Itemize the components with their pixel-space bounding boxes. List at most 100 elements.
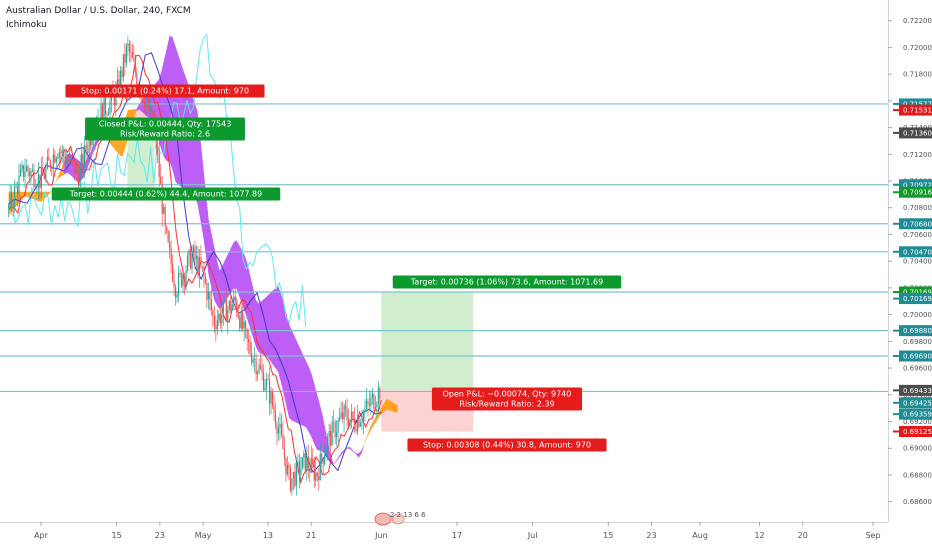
time-tick-label: Sep [865, 531, 880, 540]
candle-body [252, 359, 254, 363]
candle-body [265, 379, 268, 388]
candle-body [274, 412, 277, 425]
time-tick-label: Jun [374, 531, 388, 540]
candle-body [325, 449, 327, 456]
candle-body [207, 292, 209, 300]
candle-body [328, 431, 330, 437]
candle-body [346, 409, 348, 421]
candle-body [283, 448, 286, 458]
candle-body [330, 431, 332, 446]
candle-body [215, 325, 217, 330]
candle-body [75, 165, 77, 174]
candle-body [310, 458, 312, 473]
candle-body [106, 114, 108, 116]
candle-body [301, 457, 303, 470]
candle-body [28, 171, 31, 177]
candle-body [219, 313, 221, 324]
candle-body [212, 310, 214, 316]
first-pnl-label-text: Risk/Reward Ratio: 2.6 [120, 130, 210, 139]
candle-body [282, 434, 284, 449]
price-badge-label: 0.70680 [903, 220, 932, 228]
candle-body [46, 157, 48, 168]
candle-body [39, 174, 41, 189]
time-axis[interactable]: Apr 15 23 May 13 21 Jun 17 Jul 15 23 Aug 12 20 Sep [0, 522, 888, 540]
price-badge [899, 98, 932, 110]
current-target-label-text: Target: 0.00736 (1.06%) 73.6, Amount: 10… [410, 278, 603, 287]
event-flag-icon [374, 512, 392, 526]
time-tick-label: Jul [527, 531, 538, 540]
candle-body [130, 51, 132, 53]
candle-body [225, 299, 227, 322]
candle-body [224, 299, 226, 303]
time-tick-label: 15 [603, 531, 613, 540]
candle-body [313, 464, 315, 481]
events-marker[interactable]: 2 2 13 6 6 [374, 511, 426, 526]
candle-body [321, 453, 323, 460]
candle-body [61, 149, 63, 153]
price-tick-label: 0.69800 [903, 338, 932, 346]
candle-body [167, 231, 169, 242]
candle-body [163, 207, 165, 214]
candle-body [373, 394, 375, 409]
current-pnl-label-box [431, 387, 583, 411]
price-badge [899, 127, 932, 139]
tenkan-sen [8, 54, 382, 485]
candle-body [209, 292, 211, 300]
candle-body [200, 257, 202, 267]
candle-body [210, 299, 212, 311]
indicator-label[interactable]: Ichimoku [6, 20, 47, 30]
price-badge [899, 426, 932, 438]
candle-body [73, 160, 75, 174]
candle-body [12, 204, 14, 206]
candle-body [341, 412, 344, 420]
first-pnl-label-box [85, 117, 245, 141]
time-tick-label: 12 [754, 531, 764, 540]
candle-body [64, 156, 66, 164]
candle-body [127, 43, 129, 46]
candle-body [7, 205, 10, 208]
price-badge-label: 0.70169 [903, 289, 932, 297]
price-axis[interactable]: 0.722000.720000.718000.716000.714000.712… [888, 0, 932, 522]
first-target-label-text: Target: 0.00444 (0.62%) 44.4, Amount: 10… [69, 190, 262, 199]
candle-body [51, 167, 53, 170]
candle-body [331, 422, 333, 446]
price-badge-pointer [893, 329, 899, 332]
candle-body [89, 138, 92, 146]
candle-body [40, 168, 42, 189]
price-badge-label: 0.71531 [903, 107, 932, 115]
candle-body [239, 317, 241, 329]
candle-body [18, 175, 20, 195]
candle-body [339, 417, 341, 421]
candle-body [78, 172, 80, 186]
candle-body [361, 421, 363, 423]
position-labels: Stop: 0.00171 (0.24%) 17.1, Amount: 970 C… [51, 84, 622, 452]
current-stop-label-box [407, 438, 607, 452]
time-tick-label: Aug [692, 531, 708, 540]
candle-body [257, 371, 259, 375]
candle-body [81, 153, 83, 166]
cloud-segment-bullish [364, 399, 398, 446]
candle-body [45, 167, 47, 179]
candle-body [16, 186, 19, 195]
price-badge [899, 104, 932, 116]
candle-body [166, 226, 168, 232]
candle-body [285, 457, 287, 475]
candle-body [295, 461, 297, 486]
first-stop-label-box [65, 84, 265, 98]
candle-body [104, 97, 107, 115]
candle-body [291, 478, 293, 491]
candle-body [365, 401, 368, 409]
candle-body [19, 169, 22, 176]
candle-body [259, 365, 262, 369]
symbol-title[interactable]: Australian Dollar / U.S. Dollar, 240, FX… [6, 6, 191, 16]
candle-body [344, 405, 347, 410]
candle-body [100, 104, 102, 125]
candle-body [25, 166, 28, 172]
candle-body [151, 105, 153, 121]
candle-body [353, 418, 356, 430]
candle-body [267, 379, 269, 381]
candle-body [315, 472, 317, 481]
candle-body [197, 255, 199, 275]
time-tick-label: 23 [155, 531, 165, 540]
